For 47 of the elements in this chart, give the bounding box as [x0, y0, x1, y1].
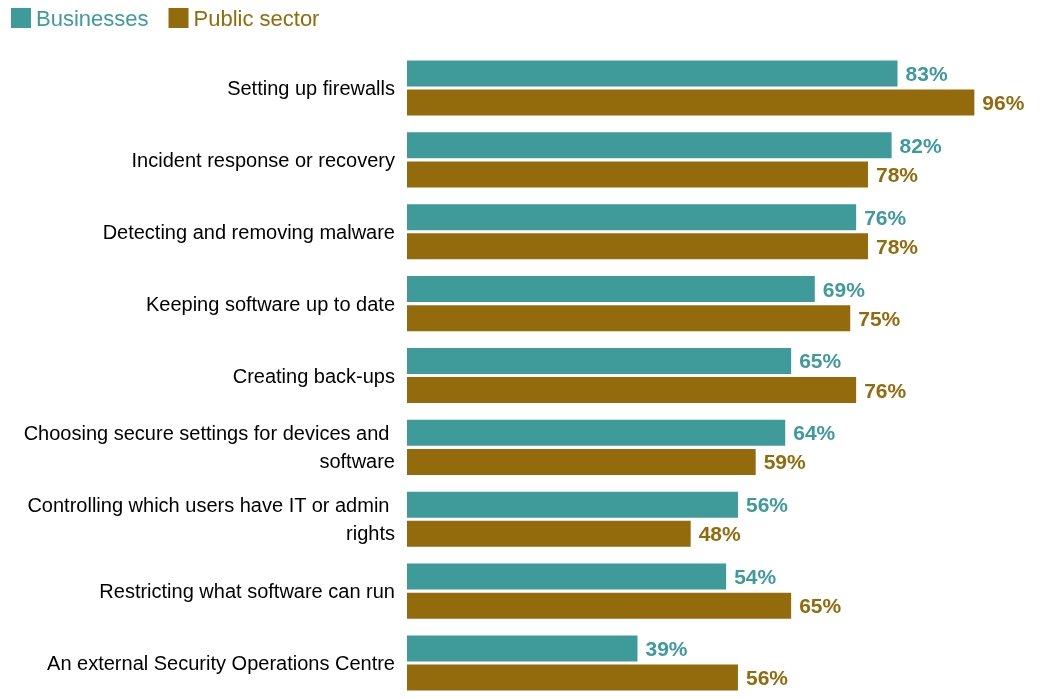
data-label: 75% — [858, 306, 901, 330]
legend-label: Businesses — [36, 5, 149, 31]
data-label: 54% — [734, 565, 777, 589]
y-tick-label: An external Security Operations Centre — [47, 652, 395, 675]
y-tick-label: Controlling which users have IT or admin rights — [27, 494, 395, 545]
y-tick-label: Restricting what software can run — [99, 580, 395, 603]
y-tick-label: Detecting and removing malware — [102, 220, 395, 243]
y-tick-label: Setting up firewalls — [227, 76, 395, 99]
y-tick-label: Keeping software up to date — [145, 292, 395, 315]
data-label: 64% — [793, 421, 836, 445]
bar — [407, 89, 975, 116]
bar — [407, 161, 868, 188]
data-label: 78% — [875, 234, 919, 258]
data-label: 83% — [905, 61, 948, 85]
data-label: 96% — [982, 91, 1025, 114]
bar — [407, 132, 892, 159]
data-label: 39% — [645, 637, 688, 660]
bar — [407, 377, 857, 404]
bar — [407, 491, 738, 518]
legend-label: Public sector — [193, 5, 320, 31]
bar — [407, 347, 792, 374]
bar — [407, 276, 815, 303]
data-label: 76% — [864, 205, 907, 229]
bar — [407, 448, 756, 475]
y-tick-label: Choosing secure settings for devices and software — [23, 422, 395, 473]
bar — [407, 664, 738, 691]
bar — [407, 563, 727, 590]
y-tick-label: Creating back-ups — [232, 364, 395, 387]
y-tick-label: Incident response or recovery — [131, 148, 395, 171]
data-label: 65% — [799, 594, 842, 618]
bar — [407, 204, 857, 231]
data-label: 56% — [745, 493, 789, 517]
bar — [407, 60, 898, 87]
bar — [407, 233, 868, 260]
data-label: 59% — [763, 450, 807, 474]
bar — [407, 305, 851, 332]
data-label: 76% — [864, 378, 907, 402]
bar — [407, 419, 786, 446]
data-label: 69% — [822, 277, 866, 301]
data-label: 56% — [745, 666, 789, 690]
bar — [407, 635, 638, 662]
data-label: 78% — [875, 162, 919, 186]
bar — [407, 520, 691, 547]
bar — [407, 592, 792, 619]
data-label: 65% — [799, 349, 842, 373]
data-label: 82% — [899, 133, 942, 157]
data-label: 48% — [698, 522, 742, 546]
